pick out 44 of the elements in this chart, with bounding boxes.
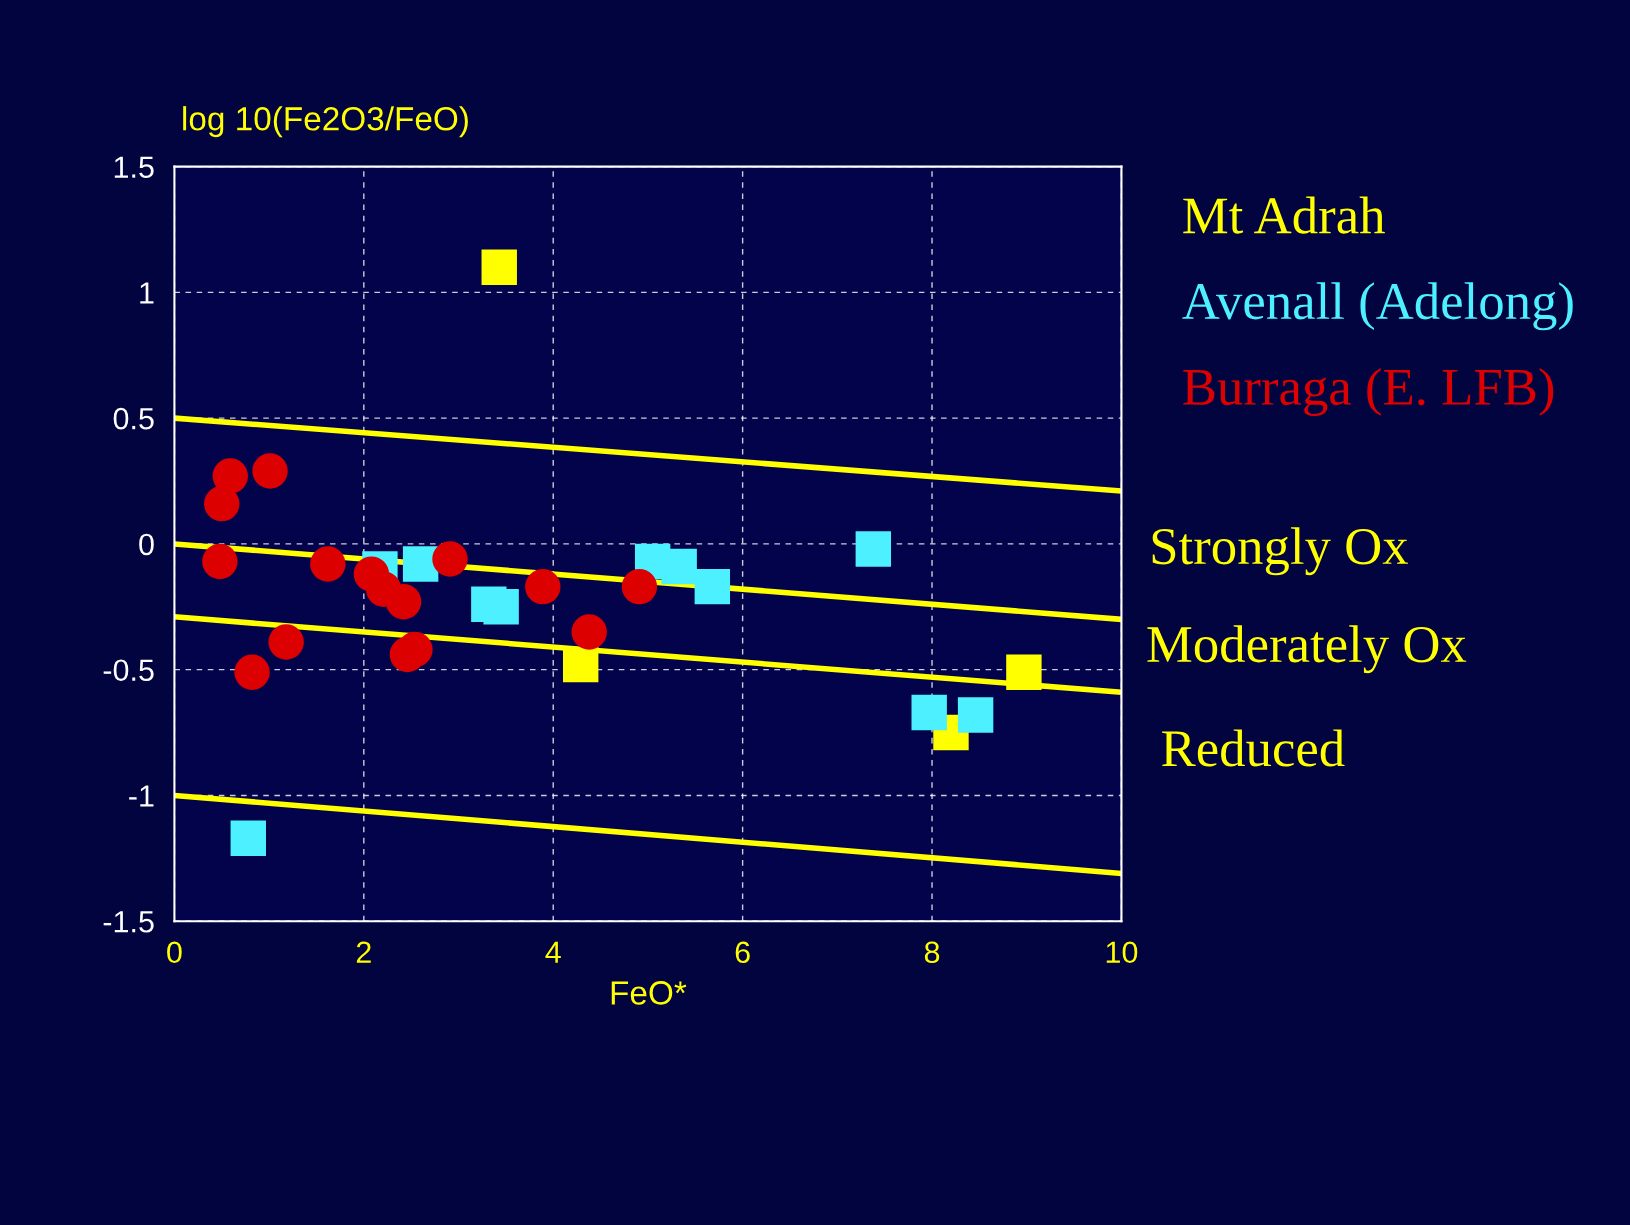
point <box>230 820 266 856</box>
point <box>432 541 468 577</box>
x-tick-label: 10 <box>1106 941 1138 964</box>
text: Strongly Ox <box>1152 527 1409 576</box>
point <box>483 589 519 625</box>
y-tick-label: -1 <box>129 785 154 807</box>
point <box>571 614 607 650</box>
point <box>234 654 270 690</box>
text: Moderately Ox <box>1147 625 1467 674</box>
point <box>694 568 731 605</box>
x-tick-label: 8 <box>924 941 940 964</box>
point <box>562 646 599 683</box>
y-tick-label: 1 <box>140 282 154 304</box>
y-tick-label: 1.5 <box>114 156 154 178</box>
y-tick-label: 0 <box>139 533 154 556</box>
point <box>525 568 561 605</box>
point <box>621 568 658 605</box>
text: Burraga (E. LFB) <box>1183 367 1554 417</box>
y-tick-label: 0.5 <box>113 407 154 430</box>
x-tick-label: 2 <box>356 941 371 963</box>
point <box>402 546 439 582</box>
point <box>268 624 304 660</box>
point <box>310 546 346 582</box>
text: Mt Adrah <box>1183 196 1385 234</box>
point <box>661 548 697 585</box>
point <box>1006 654 1042 690</box>
point <box>204 485 240 522</box>
x-tick-label: 4 <box>545 941 561 963</box>
point <box>202 543 238 580</box>
point <box>212 458 248 494</box>
y-tick-label: -1.5 <box>103 911 154 933</box>
y-tick-label: -0.5 <box>103 659 154 682</box>
text: Reduced <box>1162 729 1345 767</box>
point <box>855 531 892 567</box>
y-axis-title: log 10(Fe2O3/FeO) <box>183 106 468 138</box>
x-tick-label: 0 <box>167 941 182 964</box>
x-axis-title: FeO* <box>611 981 687 1005</box>
point <box>252 453 288 489</box>
point <box>911 694 947 731</box>
point <box>957 697 994 733</box>
point <box>481 249 517 285</box>
x-tick-label: 6 <box>735 941 750 964</box>
point <box>385 584 422 620</box>
text: Avenall (Adelong) <box>1182 282 1573 331</box>
